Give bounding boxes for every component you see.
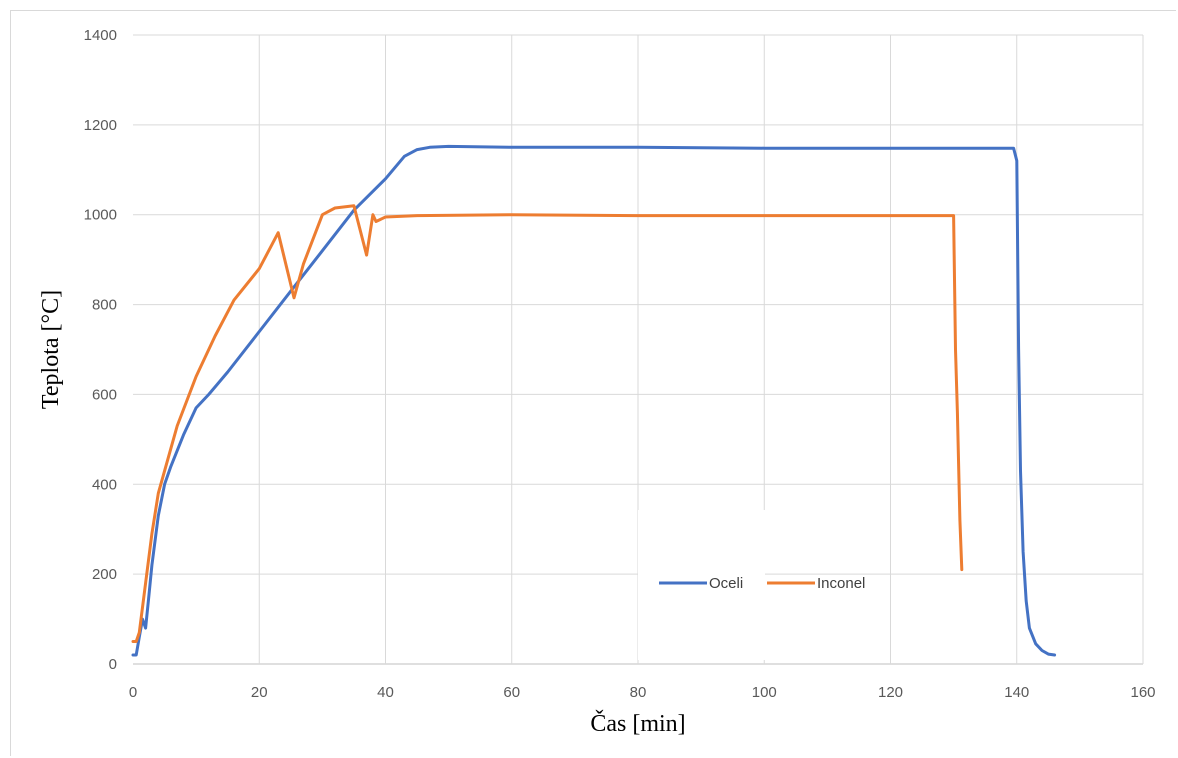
y-tick-label-4: 800 — [92, 297, 117, 314]
y-tick-label-1: 200 — [92, 566, 117, 583]
y-tick-label-5: 1000 — [84, 207, 117, 224]
x-tick-label-6: 120 — [878, 684, 903, 701]
x-tick-label-3: 60 — [503, 684, 520, 701]
legend-box — [638, 510, 765, 660]
series-lines — [131, 144, 1057, 657]
x-tick-label-1: 20 — [251, 684, 268, 701]
y-axis-title: Teplota [°C] — [38, 290, 64, 409]
legend-label-oceli: Oceli — [709, 575, 743, 592]
x-tick-label-4: 80 — [630, 684, 647, 701]
x-tick-label-2: 40 — [377, 684, 394, 701]
chart-frame — [10, 10, 1176, 756]
y-tick-label-6: 1200 — [84, 117, 117, 134]
y-tick-labels: 0 200 400 600 800 1000 1200 1400 — [84, 27, 117, 673]
y-tick-label-2: 400 — [92, 476, 117, 493]
y-tick-label-0: 0 — [109, 656, 117, 673]
x-tick-label-8: 160 — [1130, 684, 1155, 701]
y-tick-label-7: 1400 — [84, 27, 117, 44]
x-tick-label-5: 100 — [752, 684, 777, 701]
x-tick-label-7: 140 — [1004, 684, 1029, 701]
legend-label-inconel: Inconel — [817, 575, 865, 592]
x-tick-labels: 0 20 40 60 80 100 120 140 160 — [129, 684, 1156, 701]
series-line-inconel — [131, 204, 964, 643]
legend: Oceli Inconel — [659, 575, 865, 592]
y-tick-label-3: 600 — [92, 386, 117, 403]
x-tick-label-0: 0 — [129, 684, 137, 701]
x-axis-title: Čas [min] — [590, 710, 685, 737]
series-line-oceli — [131, 144, 1057, 657]
